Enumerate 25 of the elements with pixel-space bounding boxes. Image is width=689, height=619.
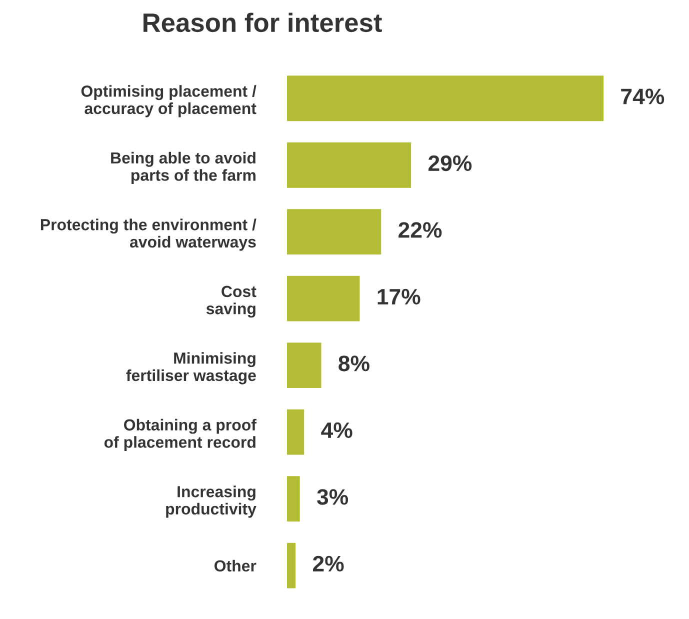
y-tick-label: Protecting the environment / avoid waterways [40,218,256,251]
data-label: 2% [312,556,344,572]
bar [287,209,382,255]
bar [287,542,296,588]
bar [287,76,604,122]
bar [287,342,322,388]
data-label: 22% [398,222,442,238]
data-label: 4% [321,422,352,438]
bar [287,476,300,522]
chart-title: Reason for interest [144,12,382,32]
y-tick-label: Obtaining a proof of placement record [104,418,256,452]
data-label: 8% [338,356,370,372]
data-label: 29% [428,155,472,172]
bar [287,276,360,322]
y-tick-label: Other [214,560,256,572]
data-label: 3% [317,489,348,505]
bar [287,409,304,455]
y-tick-label: Minimising fertiliser wastage [126,352,256,384]
data-label: 17% [378,288,420,305]
bar [287,142,412,188]
y-tick-label: Optimising placement / accuracy of placement [81,85,256,118]
y-tick-label: Being able to avoid parts of the farm [111,152,256,184]
data-label: 74% [621,88,664,104]
y-tick-label: Cost saving [206,286,256,318]
y-tick-label: Increasing productivity [166,486,256,518]
